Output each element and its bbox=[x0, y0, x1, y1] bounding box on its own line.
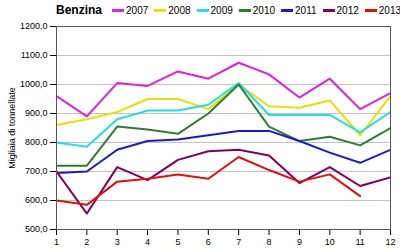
svg-text:8: 8 bbox=[267, 237, 272, 247]
html-text:2007: 2007 bbox=[126, 4, 149, 16]
svg-text:1200,0: 1200,0 bbox=[20, 21, 48, 31]
svg-text:7: 7 bbox=[236, 237, 241, 247]
svg-text:900,0: 900,0 bbox=[25, 108, 48, 118]
svg-text:9: 9 bbox=[297, 237, 302, 247]
svg-text:600,0: 600,0 bbox=[25, 195, 48, 205]
svg-text:4: 4 bbox=[145, 237, 150, 247]
svg-text:12: 12 bbox=[385, 237, 395, 247]
svg-text:2: 2 bbox=[84, 237, 89, 247]
svg-text:5: 5 bbox=[175, 237, 180, 247]
svg-text:500,0: 500,0 bbox=[25, 224, 48, 234]
svg-text:1100,0: 1100,0 bbox=[21, 50, 48, 60]
html-text:2012: 2012 bbox=[336, 4, 359, 16]
svg-text:800,0: 800,0 bbox=[25, 137, 48, 147]
html-text:2013: 2013 bbox=[378, 4, 400, 16]
svg-text:Migliaia di tonnellate: Migliaia di tonnellate bbox=[7, 87, 17, 169]
svg-text:3: 3 bbox=[115, 237, 120, 247]
svg-text:10: 10 bbox=[325, 237, 335, 247]
svg-text:1000,0: 1000,0 bbox=[20, 79, 48, 89]
svg-text:6: 6 bbox=[206, 237, 211, 247]
html-text:2011: 2011 bbox=[295, 4, 317, 16]
html-text:Benzina: Benzina bbox=[56, 3, 102, 17]
svg-text:11: 11 bbox=[355, 237, 364, 247]
html-text:2010: 2010 bbox=[252, 4, 275, 16]
html-text:2008: 2008 bbox=[168, 4, 191, 16]
svg-text:1: 1 bbox=[54, 237, 59, 247]
html-text:2009: 2009 bbox=[210, 4, 233, 16]
svg-text:700,0: 700,0 bbox=[25, 166, 48, 176]
